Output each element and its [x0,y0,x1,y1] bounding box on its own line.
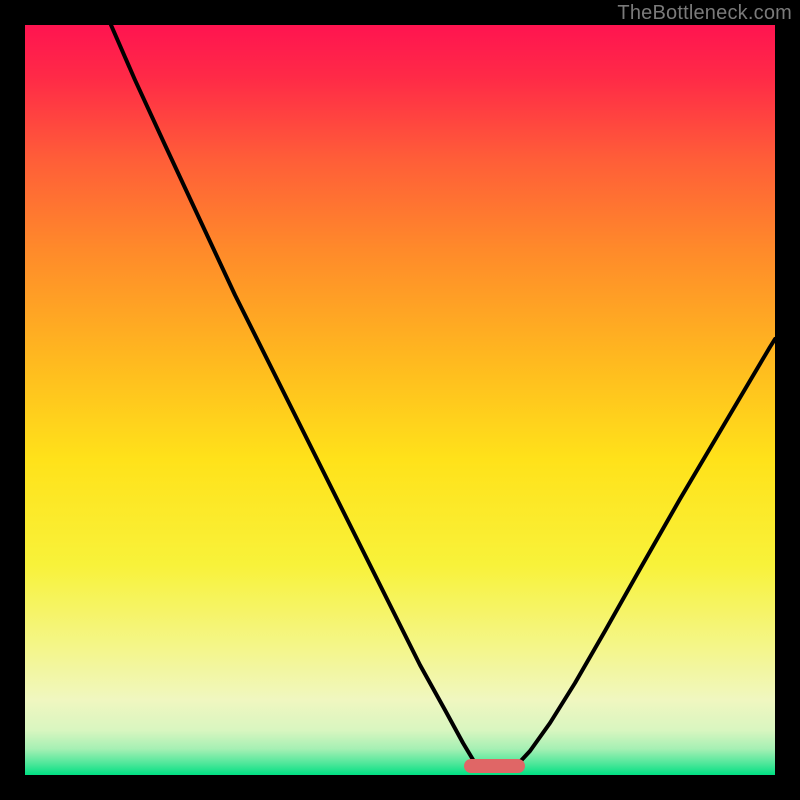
chart-plot-area [25,25,775,775]
watermark-text: TheBottleneck.com [617,2,792,25]
bottleneck-curve [25,25,775,775]
curve-path [111,25,775,771]
optimal-range-marker [464,759,526,773]
